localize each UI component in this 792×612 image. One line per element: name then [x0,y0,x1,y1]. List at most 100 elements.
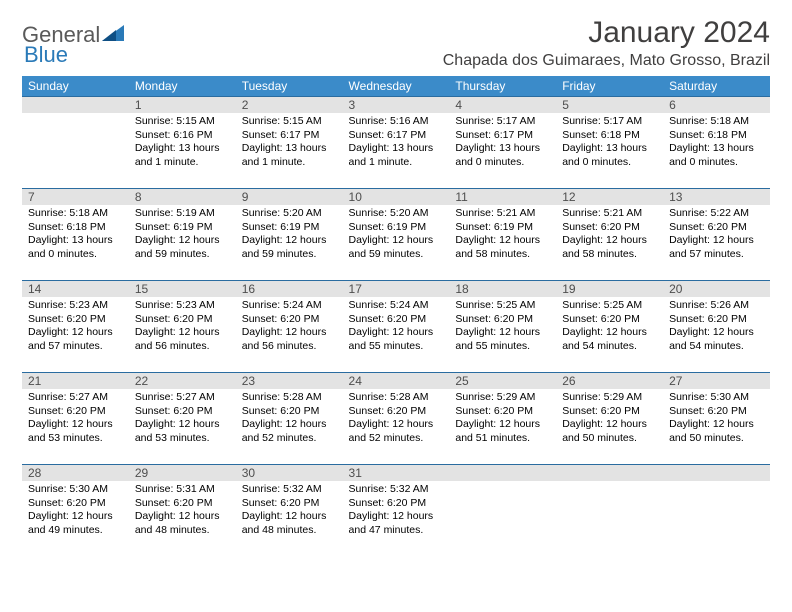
day-number: 25 [449,373,556,389]
sunrise-text: Sunrise: 5:18 AM [28,207,123,221]
sunset-text: Sunset: 6:20 PM [455,405,550,419]
day-number: 18 [449,281,556,297]
sunrise-text: Sunrise: 5:25 AM [562,299,657,313]
daylight-text: Daylight: 12 hours and 54 minutes. [669,326,764,353]
sunset-text: Sunset: 6:20 PM [242,313,337,327]
weekday-header: Sunday [22,76,129,97]
daylight-text: Daylight: 12 hours and 50 minutes. [562,418,657,445]
cell-body: Sunrise: 5:25 AMSunset: 6:20 PMDaylight:… [449,297,556,358]
calendar-cell: 10Sunrise: 5:20 AMSunset: 6:19 PMDayligh… [343,189,450,281]
sunrise-text: Sunrise: 5:26 AM [669,299,764,313]
day-number-empty [449,465,556,481]
day-number-empty [556,465,663,481]
sunset-text: Sunset: 6:17 PM [455,129,550,143]
sunrise-text: Sunrise: 5:31 AM [135,483,230,497]
cell-body: Sunrise: 5:24 AMSunset: 6:20 PMDaylight:… [236,297,343,358]
calendar-cell: 12Sunrise: 5:21 AMSunset: 6:20 PMDayligh… [556,189,663,281]
calendar-row: 14Sunrise: 5:23 AMSunset: 6:20 PMDayligh… [22,281,770,373]
calendar-cell: 8Sunrise: 5:19 AMSunset: 6:19 PMDaylight… [129,189,236,281]
calendar-row: 28Sunrise: 5:30 AMSunset: 6:20 PMDayligh… [22,465,770,557]
day-number: 8 [129,189,236,205]
weekday-header: Wednesday [343,76,450,97]
sunset-text: Sunset: 6:20 PM [669,405,764,419]
sunrise-text: Sunrise: 5:25 AM [455,299,550,313]
daylight-text: Daylight: 12 hours and 52 minutes. [242,418,337,445]
day-number: 4 [449,97,556,113]
sunrise-text: Sunrise: 5:24 AM [349,299,444,313]
day-number: 15 [129,281,236,297]
daylight-text: Daylight: 13 hours and 1 minute. [349,142,444,169]
cell-body: Sunrise: 5:15 AMSunset: 6:16 PMDaylight:… [129,113,236,174]
calendar-cell [663,465,770,557]
daylight-text: Daylight: 12 hours and 59 minutes. [349,234,444,261]
page-header: General January 2024 Chapada dos Guimara… [22,16,770,70]
daylight-text: Daylight: 12 hours and 57 minutes. [669,234,764,261]
calendar-cell: 3Sunrise: 5:16 AMSunset: 6:17 PMDaylight… [343,97,450,189]
sunset-text: Sunset: 6:18 PM [669,129,764,143]
day-number: 21 [22,373,129,389]
calendar-cell: 21Sunrise: 5:27 AMSunset: 6:20 PMDayligh… [22,373,129,465]
sunset-text: Sunset: 6:19 PM [455,221,550,235]
day-number: 19 [556,281,663,297]
daylight-text: Daylight: 13 hours and 0 minutes. [669,142,764,169]
sunset-text: Sunset: 6:20 PM [242,405,337,419]
sunrise-text: Sunrise: 5:27 AM [135,391,230,405]
calendar-cell: 15Sunrise: 5:23 AMSunset: 6:20 PMDayligh… [129,281,236,373]
sunrise-text: Sunrise: 5:15 AM [135,115,230,129]
calendar-cell: 25Sunrise: 5:29 AMSunset: 6:20 PMDayligh… [449,373,556,465]
sunrise-text: Sunrise: 5:20 AM [242,207,337,221]
weekday-header: Thursday [449,76,556,97]
weekday-header: Tuesday [236,76,343,97]
calendar-cell: 4Sunrise: 5:17 AMSunset: 6:17 PMDaylight… [449,97,556,189]
daylight-text: Daylight: 12 hours and 48 minutes. [135,510,230,537]
sunrise-text: Sunrise: 5:17 AM [562,115,657,129]
day-number: 24 [343,373,450,389]
calendar-cell: 19Sunrise: 5:25 AMSunset: 6:20 PMDayligh… [556,281,663,373]
logo-text-blue: Blue [24,42,68,67]
day-number: 2 [236,97,343,113]
daylight-text: Daylight: 13 hours and 0 minutes. [562,142,657,169]
daylight-text: Daylight: 12 hours and 57 minutes. [28,326,123,353]
sunset-text: Sunset: 6:20 PM [28,405,123,419]
calendar-cell: 22Sunrise: 5:27 AMSunset: 6:20 PMDayligh… [129,373,236,465]
daylight-text: Daylight: 12 hours and 52 minutes. [349,418,444,445]
cell-body: Sunrise: 5:22 AMSunset: 6:20 PMDaylight:… [663,205,770,266]
cell-body: Sunrise: 5:27 AMSunset: 6:20 PMDaylight:… [129,389,236,450]
sunset-text: Sunset: 6:16 PM [135,129,230,143]
calendar-cell: 14Sunrise: 5:23 AMSunset: 6:20 PMDayligh… [22,281,129,373]
calendar-cell: 30Sunrise: 5:32 AMSunset: 6:20 PMDayligh… [236,465,343,557]
sunset-text: Sunset: 6:20 PM [242,497,337,511]
sunrise-text: Sunrise: 5:22 AM [669,207,764,221]
daylight-text: Daylight: 13 hours and 1 minute. [135,142,230,169]
sunrise-text: Sunrise: 5:17 AM [455,115,550,129]
sunset-text: Sunset: 6:20 PM [28,497,123,511]
sunset-text: Sunset: 6:17 PM [242,129,337,143]
day-number: 7 [22,189,129,205]
daylight-text: Daylight: 12 hours and 58 minutes. [455,234,550,261]
day-number: 14 [22,281,129,297]
sunset-text: Sunset: 6:20 PM [562,405,657,419]
calendar-cell: 29Sunrise: 5:31 AMSunset: 6:20 PMDayligh… [129,465,236,557]
calendar-cell: 7Sunrise: 5:18 AMSunset: 6:18 PMDaylight… [22,189,129,281]
day-number: 26 [556,373,663,389]
day-number: 13 [663,189,770,205]
daylight-text: Daylight: 13 hours and 0 minutes. [28,234,123,261]
sunset-text: Sunset: 6:20 PM [669,221,764,235]
day-number: 16 [236,281,343,297]
sunrise-text: Sunrise: 5:28 AM [349,391,444,405]
cell-body: Sunrise: 5:28 AMSunset: 6:20 PMDaylight:… [343,389,450,450]
cell-body: Sunrise: 5:17 AMSunset: 6:17 PMDaylight:… [449,113,556,174]
sunset-text: Sunset: 6:20 PM [669,313,764,327]
day-number: 31 [343,465,450,481]
calendar-cell [449,465,556,557]
daylight-text: Daylight: 12 hours and 53 minutes. [28,418,123,445]
weekday-header: Friday [556,76,663,97]
sunset-text: Sunset: 6:19 PM [242,221,337,235]
calendar-row: 21Sunrise: 5:27 AMSunset: 6:20 PMDayligh… [22,373,770,465]
calendar-row: 1Sunrise: 5:15 AMSunset: 6:16 PMDaylight… [22,97,770,189]
cell-body: Sunrise: 5:30 AMSunset: 6:20 PMDaylight:… [663,389,770,450]
daylight-text: Daylight: 12 hours and 55 minutes. [455,326,550,353]
logo-text-blue-wrap: Blue [26,42,68,68]
calendar-cell: 27Sunrise: 5:30 AMSunset: 6:20 PMDayligh… [663,373,770,465]
cell-body: Sunrise: 5:32 AMSunset: 6:20 PMDaylight:… [343,481,450,542]
